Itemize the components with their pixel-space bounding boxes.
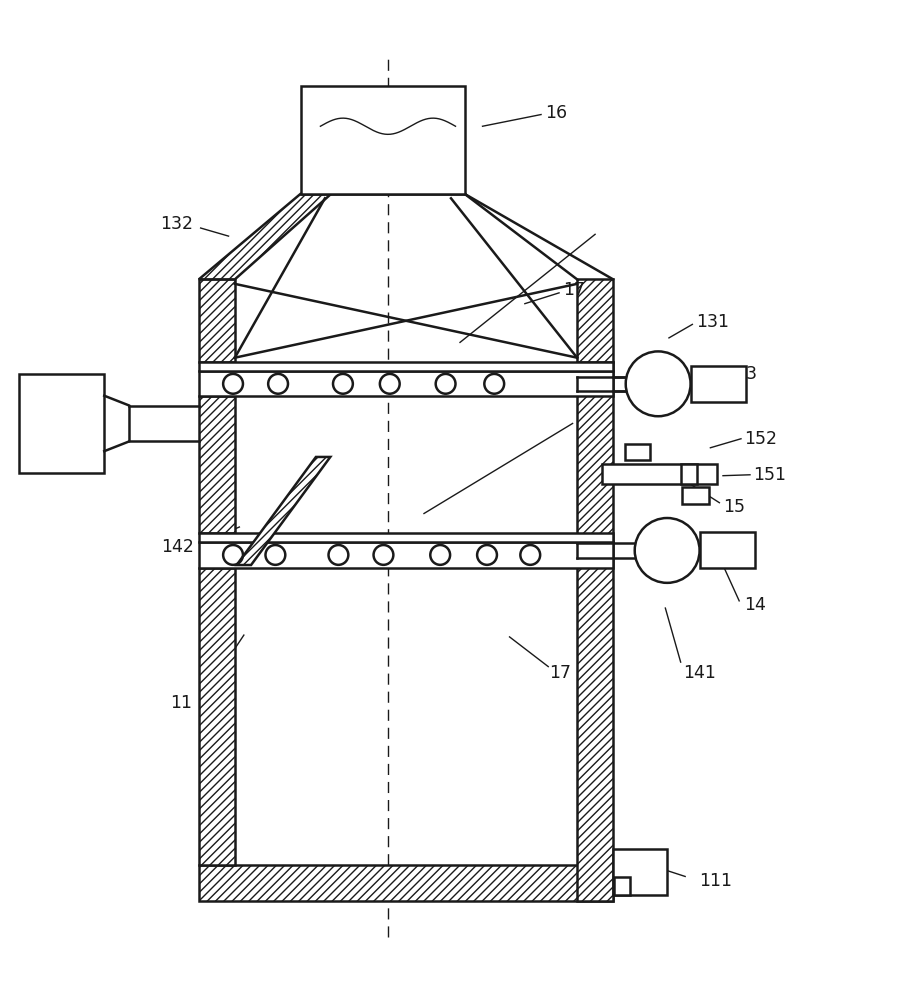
Text: 13: 13 [735,365,757,383]
Bar [198,371,613,396]
Bar [198,533,613,542]
Bar [577,362,613,901]
Bar [198,865,613,901]
Text: 17: 17 [563,281,584,299]
Text: 11: 11 [170,694,192,712]
Circle shape [635,518,700,583]
Bar [603,464,717,484]
Bar [614,877,630,895]
Bar [577,279,613,362]
Text: 16: 16 [545,104,566,122]
Text: 152: 152 [744,430,778,448]
Bar [19,374,105,473]
Text: 15: 15 [723,498,745,516]
Bar [300,86,465,194]
Text: 142: 142 [161,538,194,556]
Bar [198,568,235,865]
Text: 111: 111 [699,872,732,890]
Text: 141: 141 [684,664,716,682]
Bar [198,279,235,362]
Bar [613,849,667,895]
Bar [700,532,755,568]
Text: 151: 151 [753,466,787,484]
Text: 17: 17 [549,664,571,682]
Bar [625,444,650,460]
Text: 132: 132 [160,215,193,233]
Bar [198,396,235,533]
Bar [681,464,697,484]
Text: 12: 12 [24,452,46,470]
Polygon shape [198,194,331,279]
Bar [198,362,613,371]
Bar [683,487,710,504]
Text: 131: 131 [696,313,729,331]
Bar [691,366,746,402]
Circle shape [626,351,691,416]
Bar [198,542,613,568]
Polygon shape [236,457,330,565]
Text: 14: 14 [744,596,767,614]
